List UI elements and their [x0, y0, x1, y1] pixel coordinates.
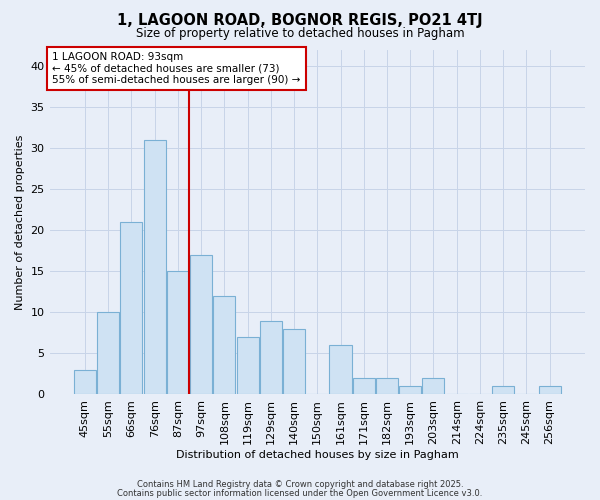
Bar	[329, 345, 352, 395]
Bar	[399, 386, 421, 394]
Text: 1, LAGOON ROAD, BOGNOR REGIS, PO21 4TJ: 1, LAGOON ROAD, BOGNOR REGIS, PO21 4TJ	[117, 12, 483, 28]
X-axis label: Distribution of detached houses by size in Pagham: Distribution of detached houses by size …	[176, 450, 458, 460]
Bar	[97, 312, 119, 394]
Text: Contains HM Land Registry data © Crown copyright and database right 2025.: Contains HM Land Registry data © Crown c…	[137, 480, 463, 489]
Text: 1 LAGOON ROAD: 93sqm
← 45% of detached houses are smaller (73)
55% of semi-detac: 1 LAGOON ROAD: 93sqm ← 45% of detached h…	[52, 52, 301, 85]
Bar	[167, 272, 189, 394]
Bar	[283, 329, 305, 394]
Bar	[353, 378, 375, 394]
Bar	[190, 255, 212, 394]
Y-axis label: Number of detached properties: Number of detached properties	[15, 134, 25, 310]
Bar	[213, 296, 235, 394]
Bar	[143, 140, 166, 394]
Bar	[492, 386, 514, 394]
Bar	[236, 337, 259, 394]
Bar	[121, 222, 142, 394]
Bar	[260, 320, 282, 394]
Text: Contains public sector information licensed under the Open Government Licence v3: Contains public sector information licen…	[118, 488, 482, 498]
Bar	[74, 370, 96, 394]
Text: Size of property relative to detached houses in Pagham: Size of property relative to detached ho…	[136, 28, 464, 40]
Bar	[422, 378, 445, 394]
Bar	[376, 378, 398, 394]
Bar	[539, 386, 560, 394]
